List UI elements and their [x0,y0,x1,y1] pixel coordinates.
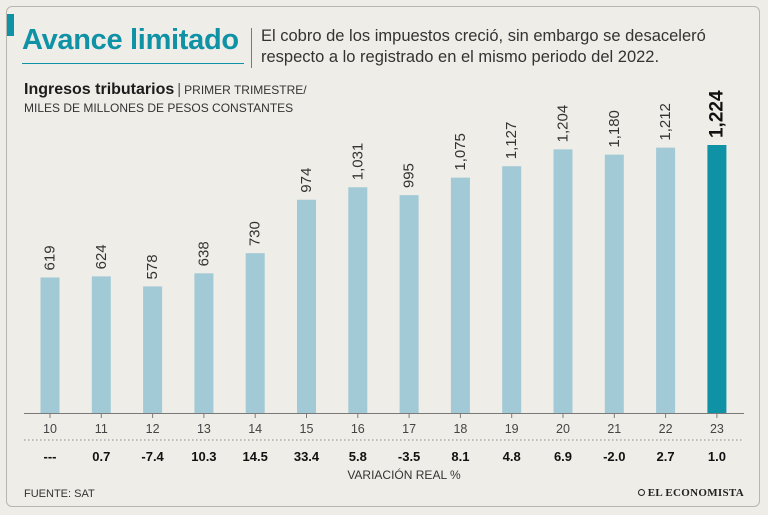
tick-label-23: 23 [710,422,724,436]
value-label-15: 974 [298,168,315,193]
tick-label-15: 15 [300,422,314,436]
variation-18: 8.1 [451,449,469,464]
chart-title: Ingresos tributarios [24,81,175,98]
tick-label-18: 18 [453,422,467,436]
tick-label-12: 12 [146,422,160,436]
variation-23: 1.0 [708,449,726,464]
publisher-logo: EL ECONOMISTA [637,487,744,499]
card-frame [6,6,760,507]
tick-label-22: 22 [659,422,673,436]
bar-15 [297,199,316,413]
tick-label-14: 14 [248,422,262,436]
bar-20 [553,149,573,413]
bar-17 [399,195,419,413]
variation-13: 10.3 [191,449,216,464]
title-underline [22,63,244,64]
page-title: Avance limitado [22,24,239,56]
variation-15: 33.4 [294,449,320,464]
variation-10: --- [44,449,57,464]
variation-20: 6.9 [554,449,572,464]
value-label-16: 1,031 [349,143,366,181]
value-label-10: 619 [42,245,59,270]
variation-label: VARIACIÓN REAL % [347,468,461,482]
bar-22 [656,147,676,414]
variation-16: 5.8 [349,449,367,464]
value-label-23: 1,224 [706,90,727,138]
value-label-22: 1,212 [657,103,674,141]
bar-18 [450,177,470,413]
chart-heading: Ingresos tributarios | PRIMER TRIMESTRE/ [24,81,307,99]
tick-label-21: 21 [607,422,621,436]
heading-separator: | [177,81,182,98]
subtitle: El cobro de los impuestos creció, sin em… [261,27,706,66]
logo-text: EL ECONOMISTA [647,487,744,499]
value-label-14: 730 [247,221,264,246]
tick-label-17: 17 [402,422,416,436]
value-label-20: 1,204 [555,105,572,143]
chart-unit-line-2: MILES DE MILLONES DE PESOS CONSTANTES [24,101,294,115]
accent-bar [7,14,14,36]
tick-label-10: 10 [43,422,57,436]
value-label-12: 578 [144,254,161,279]
bar-16 [348,187,368,413]
value-label-17: 995 [401,163,418,188]
tick-label-19: 19 [505,422,519,436]
tick-label-11: 11 [95,422,108,436]
tick-label-20: 20 [556,422,570,436]
variation-22: 2.7 [657,449,675,464]
header-divider [251,28,252,68]
bar-12 [143,286,163,413]
variation-11: 0.7 [92,449,110,464]
variation-12: -7.4 [141,449,164,464]
variation-21: -2.0 [603,449,625,464]
source-note: FUENTE: SAT [24,488,95,500]
bar-14 [245,253,265,413]
bar-23 [707,145,727,413]
tick-label-13: 13 [197,422,211,436]
tick-label-16: 16 [351,422,365,436]
chart-unit-line-1: PRIMER TRIMESTRE/ [184,83,307,97]
variation-17: -3.5 [398,449,420,464]
bar-13 [194,273,214,413]
value-label-21: 1,180 [606,110,623,148]
value-label-19: 1,127 [503,122,520,160]
bar-19 [502,166,522,413]
value-label-18: 1,075 [452,133,469,171]
variation-19: 4.8 [503,449,521,464]
bar-11 [91,276,111,413]
value-label-11: 624 [93,244,110,269]
logo-mark-icon [637,489,645,496]
variation-caption: VARIACIÓN REAL % [0,468,768,482]
bar-21 [604,154,624,414]
variation-14: 14.5 [243,449,268,464]
value-label-13: 638 [195,241,212,266]
bar-10 [40,277,60,413]
